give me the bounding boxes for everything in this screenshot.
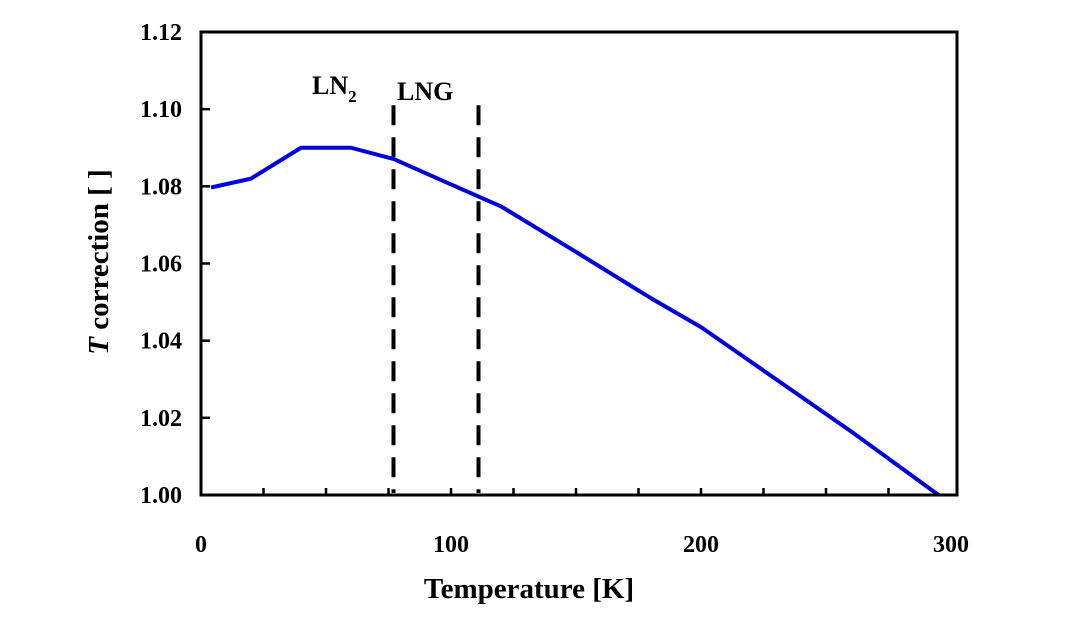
x-axis-title: Temperature [K] bbox=[424, 573, 634, 605]
plot-area bbox=[210, 105, 940, 497]
annotation-ln2-main: LN bbox=[312, 71, 348, 100]
x-tick-label: 200 bbox=[683, 532, 719, 558]
x-tick-label: 100 bbox=[433, 532, 469, 558]
y-tick-label: 1.00 bbox=[140, 483, 182, 509]
annotation-ln2-sub: 2 bbox=[348, 87, 357, 106]
x-tick-label: 300 bbox=[933, 532, 969, 558]
y-tick-label: 1.12 bbox=[140, 20, 182, 46]
y-axis-title-italic: T bbox=[83, 336, 115, 355]
y-tick-label: 1.06 bbox=[140, 252, 182, 278]
x-tick-label: 0 bbox=[195, 532, 207, 558]
axis-ticks: 0 100 200 300 1.00 1.02 1.04 1.06 1.08 1.10 1.12 bbox=[140, 20, 969, 558]
y-tick-label: 1.02 bbox=[140, 406, 182, 432]
y-axis-title: T correction [ ] bbox=[83, 169, 115, 354]
y-tick-label: 1.04 bbox=[140, 329, 182, 355]
series-line bbox=[210, 145, 940, 497]
annotation-lng: LNG bbox=[397, 77, 453, 106]
y-tick-label: 1.08 bbox=[140, 174, 182, 200]
annotation-ln2: LN2 bbox=[312, 71, 357, 106]
y-axis-title-rest: correction [ ] bbox=[83, 169, 115, 337]
y-tick-label: 1.10 bbox=[140, 97, 182, 123]
